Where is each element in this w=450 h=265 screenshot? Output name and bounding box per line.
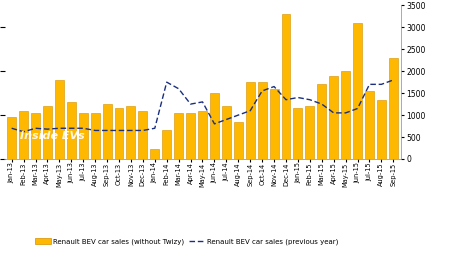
Bar (306, 106, 314, 159)
Bar (329, 76, 338, 159)
Bar (186, 113, 195, 159)
Bar (317, 84, 326, 159)
Bar (19, 111, 28, 159)
Bar (67, 102, 76, 159)
Bar (43, 106, 52, 159)
Bar (258, 82, 266, 159)
Bar (7, 117, 16, 159)
Bar (222, 106, 231, 159)
Bar (389, 58, 398, 159)
Bar (103, 104, 112, 159)
Bar (139, 111, 147, 159)
Bar (210, 93, 219, 159)
Bar (162, 130, 171, 159)
Text: Inside EVs: Inside EVs (20, 131, 85, 140)
Bar (365, 91, 374, 159)
Bar (282, 14, 290, 159)
Bar (126, 106, 135, 159)
Bar (91, 113, 99, 159)
Bar (234, 122, 243, 159)
Bar (246, 82, 255, 159)
Bar (198, 111, 207, 159)
Bar (353, 23, 362, 159)
Bar (174, 113, 183, 159)
Bar (79, 113, 88, 159)
Bar (55, 80, 64, 159)
Legend: Renault BEV car sales (without Twizy), Renault BEV car sales (previous year): Renault BEV car sales (without Twizy), R… (32, 235, 341, 248)
Bar (270, 89, 279, 159)
Bar (150, 149, 159, 159)
Bar (341, 71, 350, 159)
Bar (377, 100, 386, 159)
Bar (31, 113, 40, 159)
Bar (293, 108, 302, 159)
Bar (115, 108, 123, 159)
